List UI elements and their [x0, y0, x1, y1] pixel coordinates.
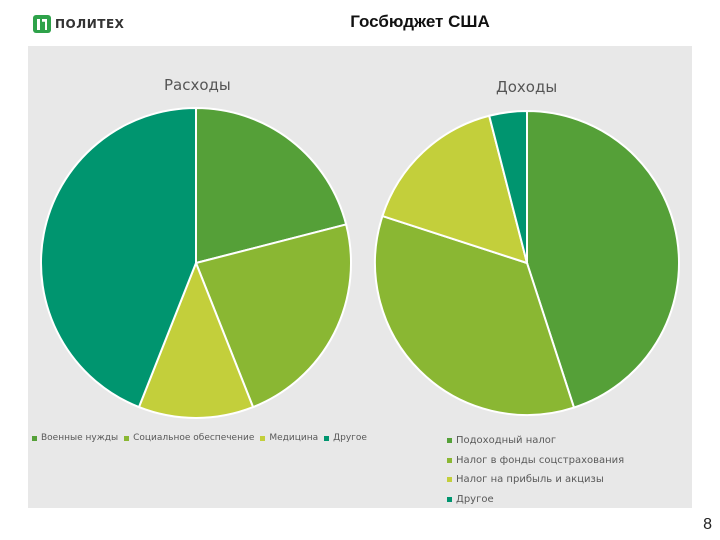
- revenue-legend-label-1: Налог в фонды соцстрахования: [456, 454, 625, 466]
- page-title: Госбюджет США: [350, 12, 490, 31]
- expenses-slice-0: [195, 106, 348, 265]
- expenses-slice-1: [194, 223, 352, 409]
- revenue-legend-swatch-1: [447, 457, 452, 463]
- revenue-legend-label-0: Подоходный налог: [456, 435, 557, 447]
- revenue-slice-1: [374, 214, 576, 416]
- revenue-legend-label-3: Другое: [456, 493, 494, 505]
- expenses-legend-label-2: Медицина: [269, 433, 319, 443]
- page-number: 8: [703, 516, 712, 533]
- revenue-legend-item-2: Налог на прибыль и акцизы: [447, 470, 624, 490]
- header: ПОЛИТЕХ Госбюджет США: [0, 0, 720, 46]
- expenses-legend-swatch-0: [32, 435, 37, 441]
- revenue-legend-item-1: Налог в фонды соцстрахования: [447, 451, 624, 471]
- expenses-slice-2: [137, 260, 255, 419]
- logo-text: ПОЛИТЕХ: [55, 17, 125, 31]
- expenses-chart-title: Расходы: [164, 76, 231, 94]
- revenue-slice-3: [487, 109, 528, 264]
- expenses-legend-item-2: Медицина: [260, 433, 318, 443]
- expenses-legend-label-1: Социальное обеспечение: [133, 433, 255, 443]
- revenue-chart-title: Доходы: [496, 78, 558, 96]
- revenue-slice-2: [381, 114, 529, 265]
- revenue-legend-swatch-3: [447, 496, 452, 502]
- revenue-legend: Подоходный налог Налог в фонды соцстрахов…: [447, 431, 624, 509]
- expenses-legend-item-0: Военные нужды: [32, 433, 118, 443]
- revenue-slice-0: [526, 109, 680, 409]
- expenses-legend-label-0: Военные нужды: [41, 433, 119, 443]
- revenue-legend-label-2: Налог на прибыль и акцизы: [456, 474, 604, 486]
- expenses-legend: Военные нужды Социальное обеспечение Медиц…: [32, 433, 367, 443]
- expenses-legend-swatch-2: [260, 435, 266, 441]
- revenue-legend-item-0: Подоходный налог: [447, 431, 624, 451]
- revenue-legend-swatch-0: [447, 438, 452, 444]
- expenses-legend-item-3: Другое: [324, 433, 367, 443]
- expenses-slice-3: [40, 106, 197, 409]
- expenses-legend-item-1: Социальное обеспечение: [124, 433, 254, 443]
- expenses-legend-label-3: Другое: [333, 433, 367, 443]
- revenue-legend-swatch-2: [447, 477, 452, 483]
- expenses-legend-swatch-1: [124, 435, 130, 441]
- revenue-legend-item-3: Другое: [447, 490, 624, 510]
- politech-logo-icon: [33, 15, 51, 33]
- expenses-legend-swatch-3: [324, 435, 330, 441]
- logo[interactable]: ПОЛИТЕХ: [33, 14, 124, 34]
